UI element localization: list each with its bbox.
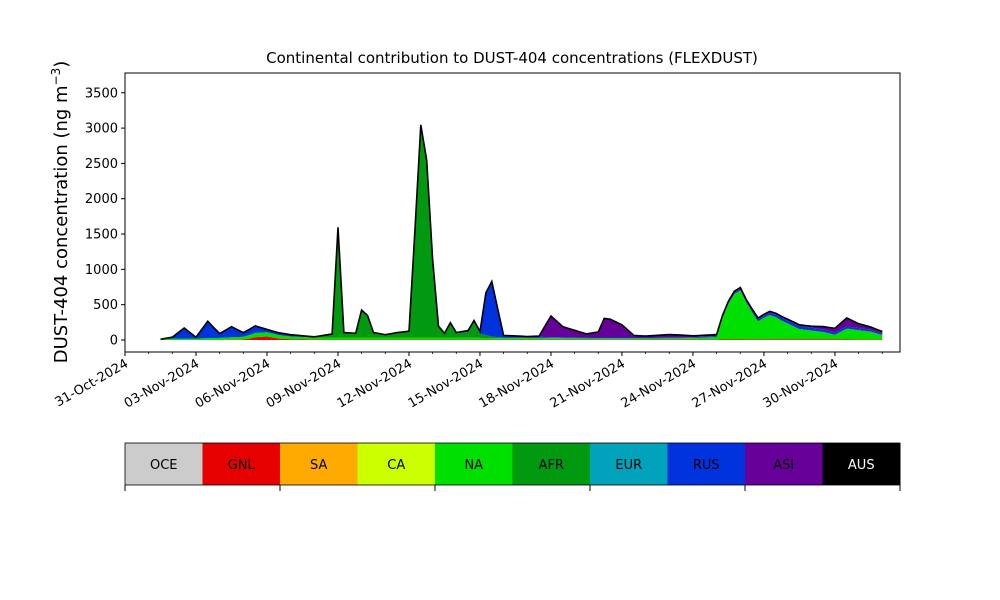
- legend-frame: [124, 442, 901, 486]
- x-tick-label: 09-Nov-2024: [264, 356, 344, 411]
- y-tick-label: 2000: [85, 192, 118, 207]
- legend-swatch-na: [435, 443, 513, 485]
- x-tick-label: 27-Nov-2024: [690, 356, 770, 411]
- x-tick-label: 06-Nov-2024: [193, 356, 273, 411]
- y-axis-label-main: DUST-404 concentration (ng m: [51, 85, 72, 363]
- area-afr: [160, 125, 883, 340]
- legend-label-sa: SA: [310, 458, 327, 473]
- x-tick-label: 21-Nov-2024: [548, 356, 628, 411]
- legend-label-ca: CA: [387, 458, 405, 473]
- legend-label-na: NA: [464, 458, 483, 473]
- total-line: [160, 124, 883, 341]
- y-tick-label: 500: [93, 298, 118, 313]
- legend-swatch-afr: [512, 443, 591, 485]
- plot-frame: [124, 72, 901, 353]
- legend-swatch-sa: [280, 443, 358, 485]
- legend-swatch-eur: [590, 443, 668, 485]
- y-axis-label-exponent: −3: [49, 68, 63, 86]
- y-axis-label: DUST-404 concentration (ng m−3): [49, 61, 72, 364]
- y-axis: 0 500 1000 1500 2000 2500 3000 3500: [85, 86, 125, 348]
- stacked-areas: [160, 124, 883, 341]
- x-tick-label: 24-Nov-2024: [619, 356, 699, 411]
- y-axis-label-close: ): [51, 61, 72, 68]
- legend-label-eur: EUR: [615, 458, 642, 473]
- legend-label-afr: AFR: [539, 458, 564, 473]
- area-asi: [160, 124, 883, 340]
- legend-label-oce: OCE: [150, 458, 178, 473]
- legend-label-asi: ASI: [773, 458, 794, 473]
- y-tick-label: 0: [110, 333, 118, 348]
- x-tick-label: 30-Nov-2024: [761, 356, 841, 411]
- x-tick-label: 03-Nov-2024: [122, 356, 202, 411]
- legend-label-gnl: GNL: [228, 458, 256, 473]
- legend-label-aus: AUS: [848, 458, 875, 473]
- x-tick-label: 31-Oct-2024: [53, 356, 131, 410]
- legend-swatch-gnl: [202, 443, 281, 485]
- legend-swatch-rus: [667, 443, 746, 485]
- x-axis: 31-Oct-202403-Nov-202406-Nov-202409-Nov-…: [53, 352, 883, 411]
- area-gnl: [160, 336, 883, 340]
- y-tick-label: 2500: [85, 157, 118, 172]
- legend-label-rus: RUS: [693, 458, 720, 473]
- y-tick-label: 3500: [85, 86, 118, 101]
- plot-area: [124, 72, 901, 353]
- y-tick-label: 3000: [85, 122, 118, 137]
- y-tick-label: 1500: [85, 228, 118, 243]
- legend-swatch-ca: [357, 443, 436, 485]
- legend: OCE GNL SA CA NA AFR EUR RUS ASI AUS: [124, 442, 901, 491]
- legend-swatch-oce: [125, 443, 203, 485]
- x-tick-label: 15-Nov-2024: [406, 356, 486, 411]
- x-tick-label: 12-Nov-2024: [335, 356, 415, 411]
- chart-title: Continental contribution to DUST-404 con…: [266, 49, 758, 67]
- legend-swatch-asi: [745, 443, 823, 485]
- area-rus: [160, 124, 883, 340]
- y-tick-label: 1000: [85, 263, 118, 278]
- legend-swatch-aus: [822, 443, 901, 485]
- area-na: [160, 290, 883, 340]
- x-tick-label: 18-Nov-2024: [477, 356, 557, 411]
